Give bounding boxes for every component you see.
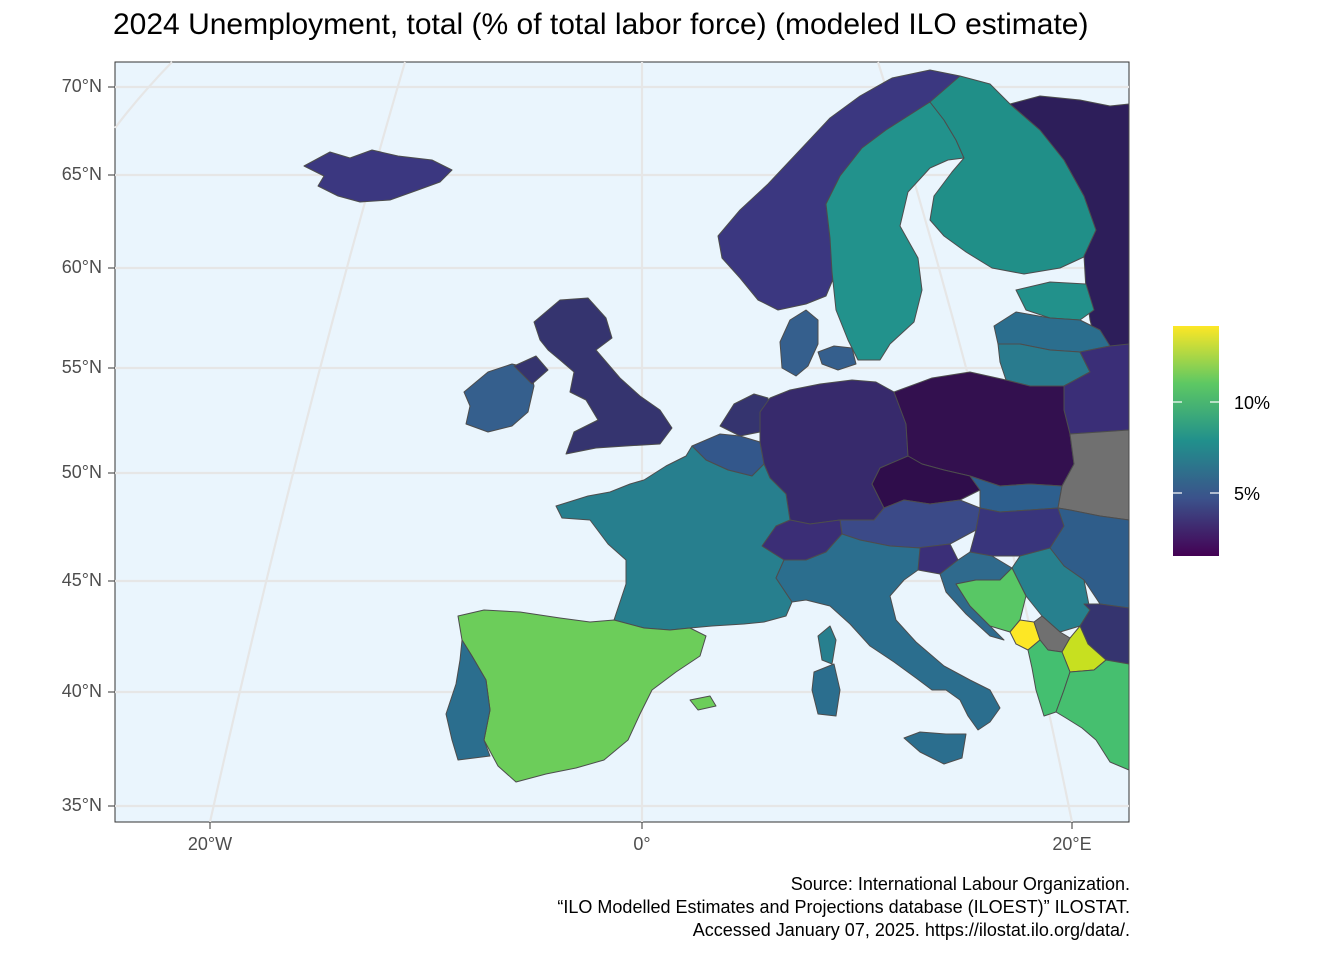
country-denmark xyxy=(779,309,819,377)
caption-line-1: Source: International Labour Organizatio… xyxy=(790,874,1130,894)
country-russia xyxy=(1009,95,1130,361)
y-tick-65n: 65°N xyxy=(61,164,102,184)
source-caption: Source: International Labour Organizatio… xyxy=(557,873,1130,942)
countries xyxy=(303,69,1130,783)
country-corsica xyxy=(817,625,837,665)
country-italy xyxy=(775,533,1001,731)
y-tick-50n: 50°N xyxy=(61,462,102,482)
x-tick-0: 0° xyxy=(633,834,651,854)
country-portugal xyxy=(445,639,491,761)
country-iceland xyxy=(303,149,453,203)
legend-label-10pct: 10% xyxy=(1234,393,1271,413)
legend-ticks xyxy=(1173,401,1219,494)
country-united-kingdom xyxy=(533,297,673,455)
x-tick-20e: 20°E xyxy=(1052,834,1092,854)
axis-ticks xyxy=(108,86,1073,829)
country-uk-north xyxy=(513,355,549,385)
country-sweden xyxy=(825,101,965,361)
x-tick-20w: 20°W xyxy=(187,834,233,854)
country-ireland xyxy=(463,363,535,433)
legend-colorbar xyxy=(1173,326,1219,556)
y-tick-60n: 60°N xyxy=(61,257,102,277)
y-tick-45n: 45°N xyxy=(61,570,102,590)
legend-label-5pct: 5% xyxy=(1234,484,1261,504)
y-tick-70n: 70°N xyxy=(61,76,102,96)
country-estonia xyxy=(1015,281,1095,321)
y-tick-40n: 40°N xyxy=(61,681,102,701)
y-tick-55n: 55°N xyxy=(61,357,102,377)
country-balearic xyxy=(689,695,717,711)
caption-line-2: “ILO Modelled Estimates and Projections … xyxy=(557,897,1130,917)
country-sardinia xyxy=(811,663,841,717)
caption-line-3: Accessed January 07, 2025. https://ilost… xyxy=(692,920,1130,940)
country-denmark-islands xyxy=(817,345,857,371)
country-france xyxy=(555,445,793,631)
map-title: 2024 Unemployment, total (% of total lab… xyxy=(113,8,1089,41)
y-tick-35n: 35°N xyxy=(61,795,102,815)
country-sicily xyxy=(903,731,967,765)
country-bosnia xyxy=(955,567,1027,633)
country-greece xyxy=(1055,659,1130,771)
